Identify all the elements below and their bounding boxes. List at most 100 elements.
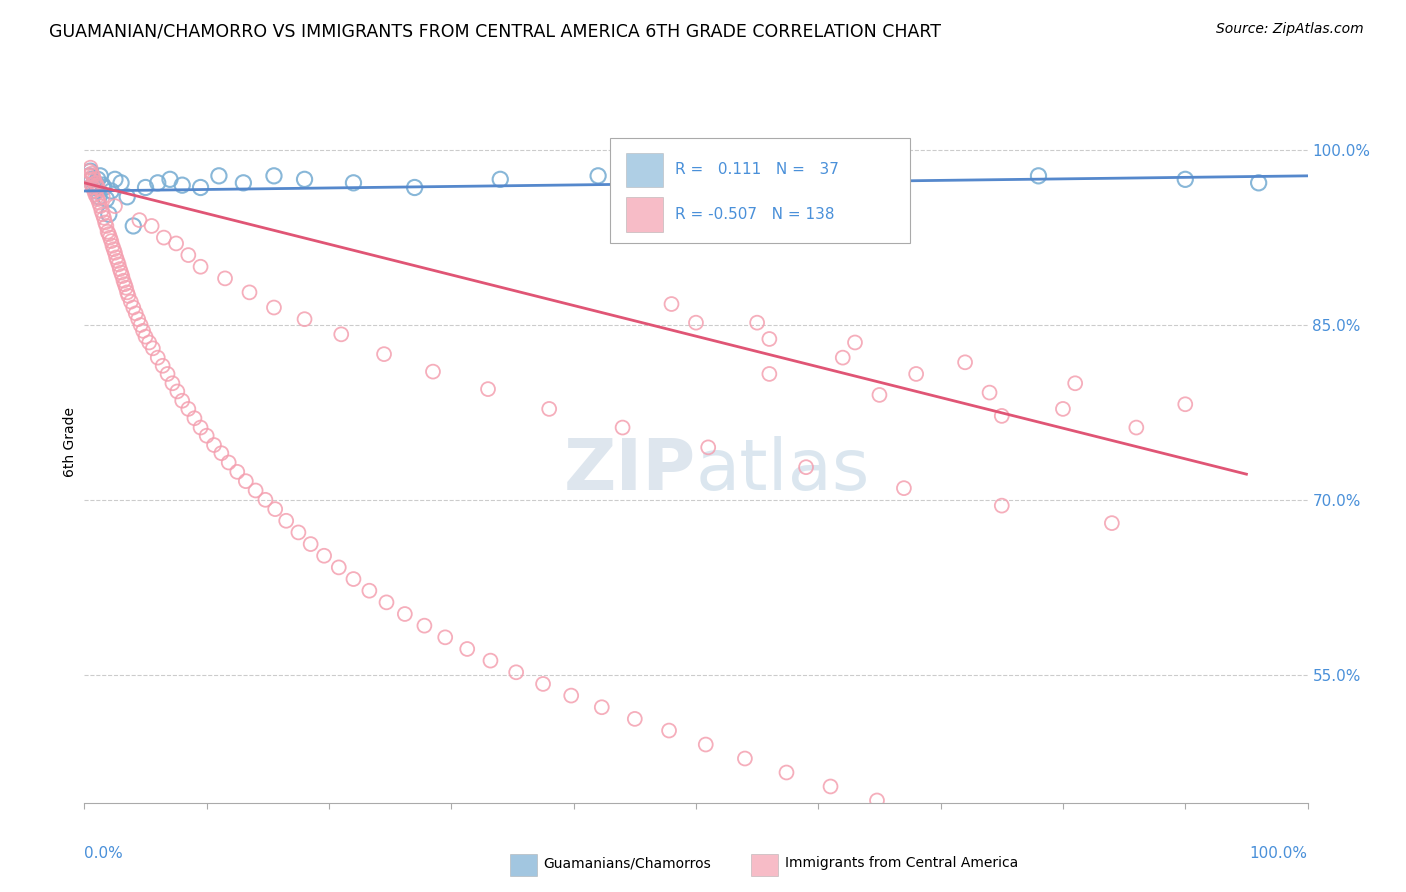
Point bbox=[152, 359, 174, 373]
Point bbox=[775, 765, 797, 780]
Point bbox=[129, 318, 152, 332]
Point bbox=[342, 572, 364, 586]
Point bbox=[96, 219, 118, 233]
Point bbox=[658, 723, 681, 738]
Point bbox=[89, 169, 111, 183]
Point bbox=[79, 172, 101, 186]
FancyBboxPatch shape bbox=[610, 138, 910, 243]
Point bbox=[115, 190, 138, 204]
Point bbox=[183, 411, 205, 425]
Point bbox=[794, 460, 817, 475]
Point bbox=[820, 780, 842, 794]
Text: Immigrants from Central America: Immigrants from Central America bbox=[786, 856, 1018, 871]
Point bbox=[238, 285, 260, 300]
Point bbox=[373, 347, 395, 361]
Point bbox=[264, 502, 287, 516]
Point bbox=[263, 301, 285, 315]
Text: GUAMANIAN/CHAMORRO VS IMMIGRANTS FROM CENTRAL AMERICA 6TH GRADE CORRELATION CHAR: GUAMANIAN/CHAMORRO VS IMMIGRANTS FROM CE… bbox=[49, 22, 941, 40]
Text: 0.0%: 0.0% bbox=[84, 847, 124, 861]
Point bbox=[294, 172, 316, 186]
Point bbox=[866, 793, 889, 807]
Point bbox=[314, 549, 336, 563]
Point bbox=[1135, 863, 1157, 878]
Point bbox=[477, 382, 499, 396]
Point bbox=[105, 251, 128, 265]
Point bbox=[1247, 176, 1270, 190]
Point bbox=[612, 420, 634, 434]
Point bbox=[87, 195, 110, 210]
Point bbox=[624, 712, 647, 726]
Point bbox=[1019, 835, 1042, 849]
Point bbox=[90, 203, 112, 218]
Point bbox=[661, 297, 683, 311]
Point bbox=[893, 481, 915, 495]
Point bbox=[287, 525, 309, 540]
Point bbox=[89, 199, 111, 213]
Point bbox=[1052, 401, 1074, 416]
Point bbox=[1125, 420, 1147, 434]
Point bbox=[120, 294, 142, 309]
Point bbox=[80, 172, 103, 186]
Point bbox=[434, 630, 457, 644]
Point bbox=[91, 207, 114, 221]
Point bbox=[1197, 877, 1219, 891]
Point bbox=[111, 268, 134, 283]
Point bbox=[245, 483, 267, 498]
Point bbox=[232, 176, 254, 190]
Point bbox=[190, 260, 212, 274]
Point bbox=[77, 164, 100, 178]
Point bbox=[685, 316, 707, 330]
Point bbox=[87, 190, 110, 204]
Text: atlas: atlas bbox=[696, 436, 870, 505]
Point bbox=[844, 335, 866, 350]
Point bbox=[80, 167, 103, 181]
Point bbox=[91, 178, 114, 193]
Point bbox=[235, 474, 257, 488]
Point bbox=[1064, 376, 1087, 391]
Point bbox=[263, 169, 285, 183]
Point bbox=[330, 327, 353, 342]
Point bbox=[110, 176, 132, 190]
Text: R =   0.111   N =   37: R = 0.111 N = 37 bbox=[675, 162, 839, 178]
Point bbox=[84, 176, 107, 190]
Point bbox=[93, 180, 115, 194]
Point bbox=[138, 335, 160, 350]
Point bbox=[146, 176, 169, 190]
Point bbox=[299, 537, 322, 551]
Point bbox=[87, 192, 110, 206]
Point bbox=[758, 367, 780, 381]
Point bbox=[83, 184, 105, 198]
Point bbox=[122, 301, 145, 315]
Point bbox=[105, 254, 128, 268]
Point bbox=[107, 257, 129, 271]
Point bbox=[953, 355, 976, 369]
Point bbox=[91, 190, 114, 204]
Point bbox=[141, 219, 163, 233]
Point bbox=[115, 285, 138, 300]
Point bbox=[93, 211, 115, 225]
Text: ZIP: ZIP bbox=[564, 436, 696, 505]
Point bbox=[190, 420, 212, 434]
Point bbox=[156, 367, 179, 381]
Point bbox=[586, 169, 609, 183]
Point bbox=[214, 271, 236, 285]
Point bbox=[117, 289, 139, 303]
Point bbox=[489, 172, 512, 186]
Point bbox=[104, 199, 127, 213]
Point bbox=[104, 245, 127, 260]
Point bbox=[342, 176, 364, 190]
Point bbox=[531, 677, 554, 691]
Point bbox=[83, 172, 105, 186]
Point bbox=[177, 401, 200, 416]
Point bbox=[294, 312, 316, 326]
Point bbox=[135, 180, 157, 194]
Point bbox=[1174, 172, 1197, 186]
Point bbox=[153, 230, 176, 244]
Point bbox=[359, 583, 381, 598]
Point bbox=[747, 316, 769, 330]
Point bbox=[966, 822, 988, 836]
Point bbox=[456, 642, 478, 657]
Point bbox=[83, 180, 105, 194]
Point bbox=[404, 180, 426, 194]
Point bbox=[413, 618, 436, 632]
